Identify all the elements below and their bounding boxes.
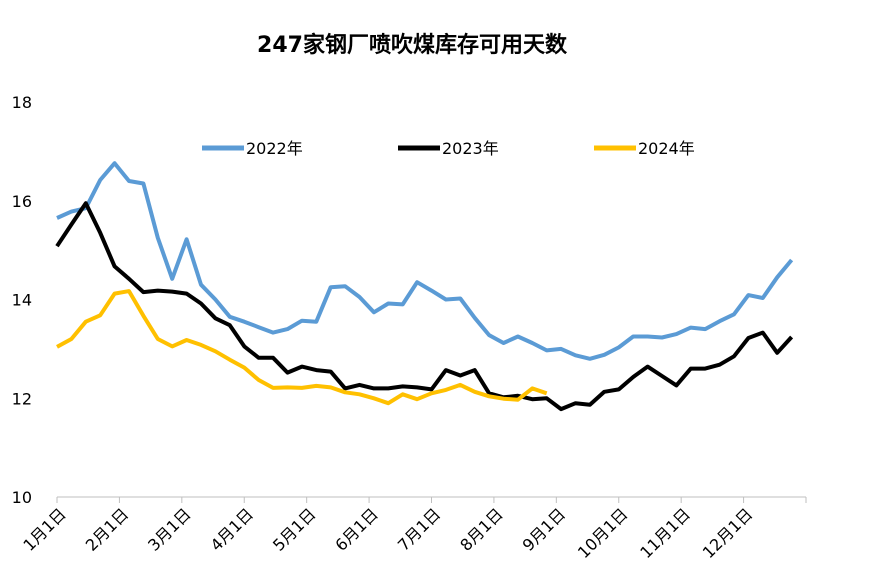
series-line-2 (55, 201, 794, 412)
x-tick-label: 5月1日 (269, 504, 319, 554)
x-tick-label: 9月1日 (519, 504, 569, 554)
x-tick-label: 10月1日 (574, 504, 632, 562)
y-tick-label: 12 (12, 389, 32, 408)
y-tick-label: 16 (12, 192, 32, 211)
y-tick-label: 18 (12, 93, 32, 112)
legend-label: 2023年 (442, 139, 499, 158)
x-tick-label: 7月1日 (394, 504, 444, 554)
x-tick-label: 12月1日 (699, 504, 757, 562)
chart-title: 247家钢厂喷吹煤库存可用天数 (257, 32, 568, 58)
legend-label: 2024年 (638, 139, 695, 158)
x-tick-label: 6月1日 (331, 504, 381, 554)
x-tick-label: 11月1日 (636, 504, 694, 562)
series-layer (55, 161, 794, 412)
x-tick-label: 2月1日 (82, 504, 132, 554)
legend-label: 2022年 (246, 139, 303, 158)
legend: 2022年 2023年 2024年 (202, 139, 695, 158)
series-line-3 (56, 289, 548, 406)
x-tick-label: 4月1日 (207, 504, 257, 554)
x-tick-label: 1月1日 (19, 504, 69, 554)
x-tick-label: 3月1日 (144, 504, 194, 554)
y-tick-label: 10 (12, 488, 32, 507)
x-axis: 1月1日 2月1日 3月1日 4月1日 5月1日 6月1日 7月1日 8月1日 9月1日 10月1… (19, 496, 807, 562)
y-tick-label: 14 (12, 291, 32, 310)
y-axis: 10 12 14 16 18 (12, 93, 32, 507)
series-line-1 (56, 161, 794, 361)
x-tick-label: 8月1日 (456, 504, 506, 554)
